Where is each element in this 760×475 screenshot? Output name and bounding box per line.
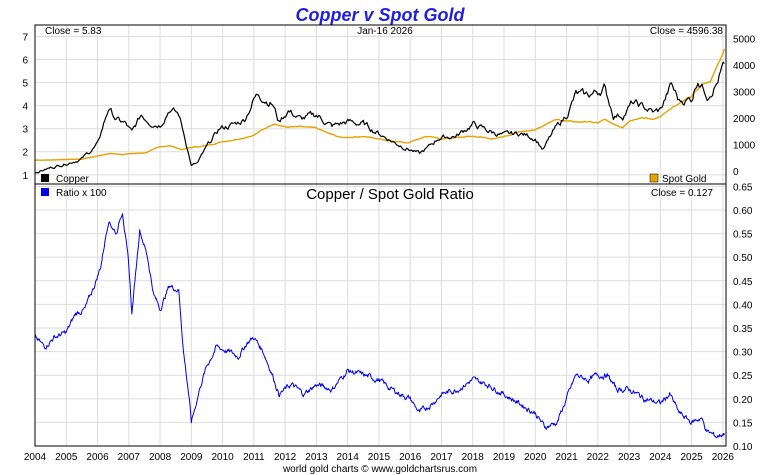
copper-axis-ticks: 1 2 3 4 5 6 7 xyxy=(22,33,28,182)
copper-legend-swatch xyxy=(41,174,49,182)
year-tick-2014: 2014 xyxy=(337,452,360,463)
ratio-tick-0.25: 0.25 xyxy=(733,371,753,382)
year-tick-2021: 2021 xyxy=(555,452,578,463)
year-tick-2016: 2016 xyxy=(399,452,422,463)
year-tick-2026: 2026 xyxy=(712,452,735,463)
year-tick-2011: 2011 xyxy=(243,452,265,463)
gold-line xyxy=(34,48,726,161)
year-tick-2020: 2020 xyxy=(524,452,547,463)
top-series xyxy=(34,48,726,174)
gold-legend-label: Spot Gold xyxy=(662,174,706,185)
ratio-tick-0.5: 0.50 xyxy=(733,253,753,264)
copper-tick-7: 7 xyxy=(22,33,28,44)
ratio-tick-0.15: 0.15 xyxy=(733,418,753,429)
year-tick-2024: 2024 xyxy=(649,452,672,463)
copper-tick-1: 1 xyxy=(22,171,28,182)
gold-axis-ticks: 0 1000 2000 3000 4000 5000 xyxy=(733,34,756,178)
ratio-tick-0.65: 0.65 xyxy=(733,182,753,193)
copper-tick-2: 2 xyxy=(22,148,28,159)
ratio-tick-0.2: 0.20 xyxy=(733,395,753,406)
bottom-gridlines xyxy=(34,184,726,447)
year-tick-2023: 2023 xyxy=(618,452,641,463)
copper-legend-label: Copper xyxy=(56,174,89,185)
footer-credit: world gold charts © www.goldchartsrus.co… xyxy=(282,464,477,475)
top-panel-frame xyxy=(34,24,727,185)
chart-title: Copper v Spot Gold xyxy=(296,5,466,25)
year-tick-2015: 2015 xyxy=(368,452,391,463)
gold-legend-swatch xyxy=(649,173,659,183)
top-gridlines xyxy=(34,25,726,184)
date-label: Jan-16 2026 xyxy=(357,26,413,37)
copper-tick-4: 4 xyxy=(22,102,28,113)
year-tick-2009: 2009 xyxy=(180,452,203,463)
year-tick-2017: 2017 xyxy=(430,452,453,463)
ratio-tick-0.1: 0.10 xyxy=(733,442,753,453)
year-tick-2025: 2025 xyxy=(680,452,703,463)
copper-tick-5: 5 xyxy=(22,79,28,90)
year-tick-2007: 2007 xyxy=(118,452,141,463)
year-tick-2013: 2013 xyxy=(305,452,328,463)
copper-tick-3: 3 xyxy=(22,125,28,136)
ratio-tick-0.35: 0.35 xyxy=(733,324,753,335)
year-tick-2006: 2006 xyxy=(86,452,109,463)
ratio-tick-0.4: 0.40 xyxy=(733,300,753,311)
copper-line xyxy=(34,61,725,174)
gold-tick-4000: 4000 xyxy=(733,61,756,72)
year-tick-2012: 2012 xyxy=(274,452,297,463)
ratio-close-label: Close = 0.127 xyxy=(651,188,713,199)
x-axis-ticks: 2004 2005 2006 2007 2008 2009 2010 2011 2012 2013… xyxy=(24,452,735,463)
year-tick-2022: 2022 xyxy=(587,452,610,463)
bottom-panel-frame xyxy=(34,183,727,447)
year-tick-2008: 2008 xyxy=(149,452,172,463)
year-tick-2019: 2019 xyxy=(493,452,516,463)
ratio-legend-label: Ratio x 100 xyxy=(56,188,107,199)
ratio-legend-swatch xyxy=(41,188,49,196)
ratio-panel-title: Copper / Spot Gold Ratio xyxy=(306,186,474,203)
gold-tick-5000: 5000 xyxy=(733,34,756,45)
ratio-tick-0.6: 0.60 xyxy=(733,206,753,217)
ratio-tick-0.3: 0.30 xyxy=(733,348,753,359)
year-tick-2010: 2010 xyxy=(211,452,234,463)
year-tick-2004: 2004 xyxy=(24,452,47,463)
gold-tick-3000: 3000 xyxy=(733,87,756,98)
ratio-tick-0.45: 0.45 xyxy=(733,277,753,288)
ratio-line xyxy=(34,213,725,439)
copper-tick-6: 6 xyxy=(22,56,28,67)
year-tick-2005: 2005 xyxy=(55,452,78,463)
gold-tick-1000: 1000 xyxy=(733,140,756,151)
year-tick-2018: 2018 xyxy=(462,452,485,463)
gold-tick-0: 0 xyxy=(733,167,739,178)
gold-tick-2000: 2000 xyxy=(733,114,756,125)
bottom-series xyxy=(34,213,725,439)
ratio-axis-ticks: 0.10 0.15 0.20 0.25 0.30 0.35 0.40 0.45 0.50 0.55… xyxy=(733,182,753,453)
gold-close-label: Close = 4596.38 xyxy=(650,26,724,37)
copper-close-label: Close = 5.83 xyxy=(45,26,102,37)
ratio-tick-0.55: 0.55 xyxy=(733,230,753,241)
